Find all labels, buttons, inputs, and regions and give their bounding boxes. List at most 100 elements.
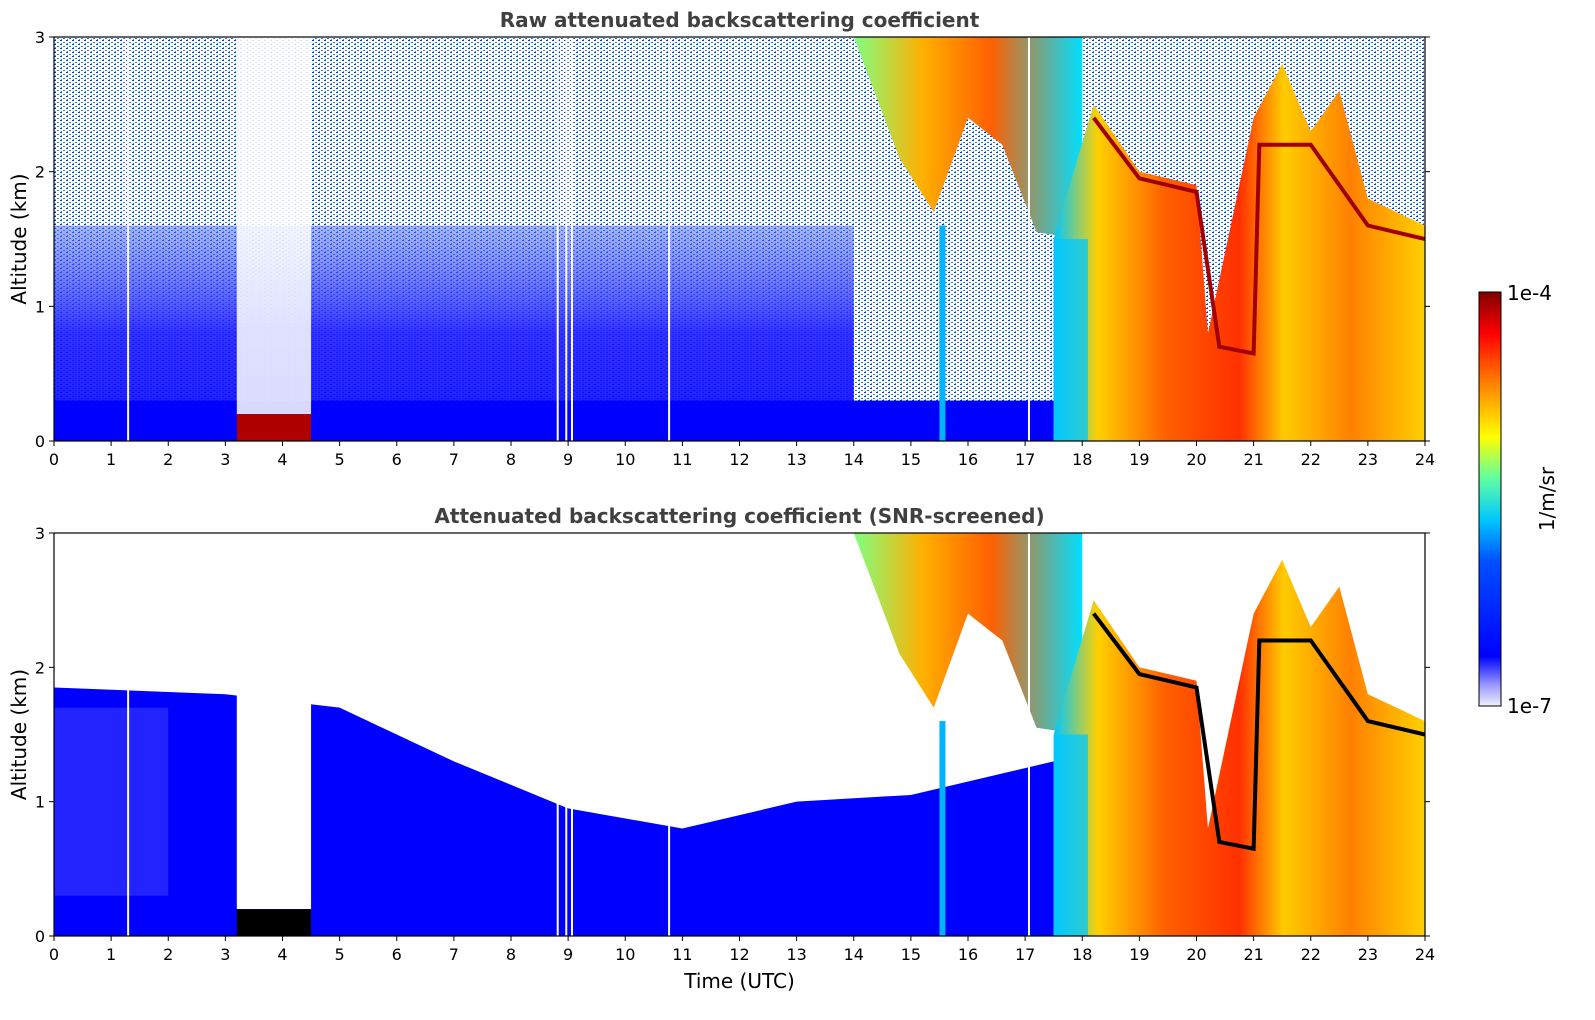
x-tick-label-2: 2	[163, 450, 173, 469]
x-tick-label-14: 14	[844, 945, 864, 964]
near-surface-layer	[54, 400, 1054, 441]
x-tick-label-12: 12	[729, 450, 749, 469]
cloud-edge	[1053, 239, 1088, 441]
x-tick-label-19: 19	[1129, 450, 1149, 469]
boundary-layer	[54, 687, 1054, 936]
screened-gap	[236, 533, 312, 910]
x-tick-label-0: 0	[49, 945, 59, 964]
colorbar-min-label: 1e-7	[1507, 694, 1552, 718]
x-tick-label-0: 0	[49, 450, 59, 469]
cloud-base-line	[1092, 612, 1425, 852]
colorbar-gradient	[1478, 291, 1502, 707]
x-tick-label-5: 5	[335, 945, 345, 964]
x-tick-label-11: 11	[672, 945, 692, 964]
x-tick-label-4: 4	[277, 945, 287, 964]
x-tick-label-11: 11	[672, 450, 692, 469]
y-tick-label-0: 0	[35, 927, 45, 946]
x-tick-label-8: 8	[506, 945, 516, 964]
x-tick-label-22: 22	[1301, 450, 1321, 469]
thick-cloud	[1053, 63, 1425, 441]
x-tick-label-18: 18	[1072, 945, 1092, 964]
x-tick-label-7: 7	[449, 450, 459, 469]
colorbar-unit-label: 1/m/sr	[1535, 466, 1559, 531]
x-tick-label-3: 3	[220, 450, 230, 469]
cloud-edge	[1053, 734, 1088, 936]
x-tick-label-9: 9	[563, 945, 573, 964]
x-tick-label-1: 1	[106, 450, 116, 469]
x-tick-label-24: 24	[1415, 945, 1435, 964]
chart-title-1: Raw attenuated backscattering coefficien…	[500, 8, 980, 32]
y-tick-label-1: 1	[35, 793, 45, 812]
strong-low-layer	[236, 414, 312, 441]
data-gap-6	[1027, 533, 1030, 936]
y-axis-label-1: Altitude (km)	[7, 173, 31, 304]
x-tick-label-3: 3	[220, 945, 230, 964]
cloud-base-line	[1092, 116, 1425, 356]
y-tick-label-3: 3	[35, 28, 45, 47]
x-tick-label-16: 16	[958, 945, 978, 964]
x-tick-label-10: 10	[615, 945, 635, 964]
lighter-layer	[54, 707, 169, 896]
data-gap-3	[565, 533, 568, 936]
upper-cloud	[853, 37, 1083, 239]
x-tick-label-16: 16	[958, 450, 978, 469]
x-tick-label-10: 10	[615, 450, 635, 469]
data-gap-4	[570, 533, 573, 936]
data-gap-6	[1027, 37, 1030, 441]
x-tick-label-22: 22	[1301, 945, 1321, 964]
x-tick-label-2: 2	[163, 945, 173, 964]
y-tick-label-2: 2	[35, 163, 45, 182]
data-gap-5	[668, 533, 671, 936]
x-axis-label-2: Time (UTC)	[683, 969, 795, 993]
strong-low-layer	[236, 909, 312, 936]
fall-streak	[939, 721, 946, 936]
y-axis-label-2: Altitude (km)	[7, 669, 31, 800]
data-gap-5	[668, 37, 671, 441]
chart-panel-2: 0 1 2 3 4 5 6 7 8 9 10 11 12 13 14 15 16 17 18 19 20 21 22 23 24…	[7, 504, 1435, 993]
x-tick-label-15: 15	[901, 945, 921, 964]
x-tick-label-13: 13	[786, 450, 806, 469]
y-tick-label-2: 2	[35, 658, 45, 677]
data-gap-4	[570, 37, 573, 441]
chart-panels: 0 1 2 3 4 5 6 7 8 9 10 11 12 13 14 15 16 17 18 19 20 21 22 23 24…	[7, 8, 1435, 993]
colorbar: 1e-4 1e-7 1/m/sr	[1478, 281, 1559, 718]
data-gap-1	[127, 37, 130, 441]
x-tick-label-23: 23	[1358, 945, 1378, 964]
x-tick-label-5: 5	[335, 450, 345, 469]
noise-gap	[236, 37, 312, 415]
x-tick-label-9: 9	[563, 450, 573, 469]
x-tick-label-21: 21	[1243, 450, 1263, 469]
x-tick-label-15: 15	[901, 450, 921, 469]
x-tick-label-19: 19	[1129, 945, 1149, 964]
x-tick-label-17: 17	[1015, 450, 1035, 469]
x-tick-label-14: 14	[844, 450, 864, 469]
x-tick-label-6: 6	[392, 945, 402, 964]
data-gap-2	[556, 37, 559, 441]
thick-cloud	[1053, 559, 1425, 936]
x-tick-label-8: 8	[506, 450, 516, 469]
x-tick-label-12: 12	[729, 945, 749, 964]
x-tick-label-18: 18	[1072, 450, 1092, 469]
y-tick-label-3: 3	[35, 524, 45, 543]
data-gap-1	[127, 533, 130, 936]
x-tick-label-20: 20	[1186, 945, 1206, 964]
x-tick-label-20: 20	[1186, 450, 1206, 469]
y-tick-label-0: 0	[35, 432, 45, 451]
fall-streak	[939, 225, 946, 441]
x-tick-label-23: 23	[1358, 450, 1378, 469]
colorbar-max-label: 1e-4	[1507, 281, 1552, 305]
x-tick-label-24: 24	[1415, 450, 1435, 469]
data-gap-2	[556, 533, 559, 936]
data-gap-3	[565, 37, 568, 441]
chart-panel-1: 0 1 2 3 4 5 6 7 8 9 10 11 12 13 14 15 16 17 18 19 20 21 22 23 24…	[7, 8, 1435, 469]
chart-title-2: Attenuated backscattering coefficient (S…	[434, 504, 1044, 528]
y-tick-label-1: 1	[35, 297, 45, 316]
x-tick-label-6: 6	[392, 450, 402, 469]
x-tick-label-4: 4	[277, 450, 287, 469]
x-tick-label-21: 21	[1243, 945, 1263, 964]
x-tick-label-13: 13	[786, 945, 806, 964]
x-tick-label-17: 17	[1015, 945, 1035, 964]
x-tick-label-1: 1	[106, 945, 116, 964]
x-tick-label-7: 7	[449, 945, 459, 964]
